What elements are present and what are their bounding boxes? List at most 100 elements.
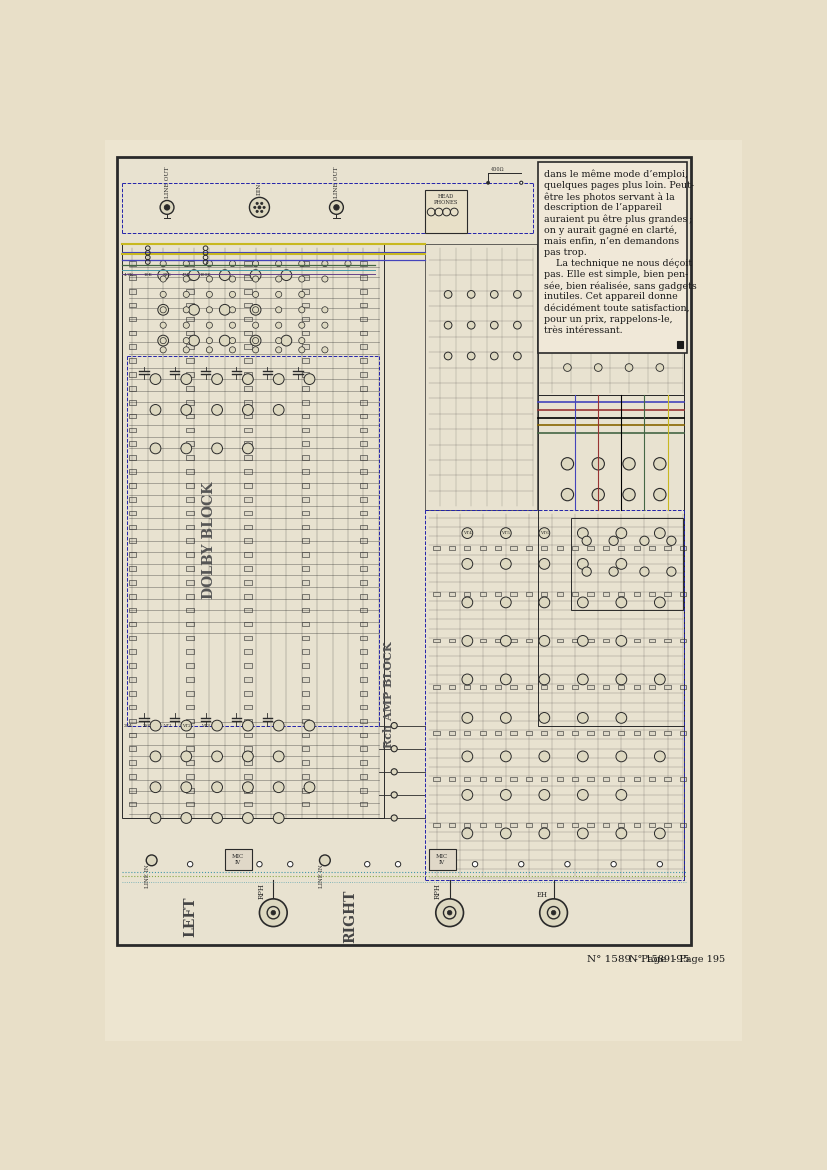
Text: La technique ne nous déçoit: La technique ne nous déçoit (543, 259, 691, 268)
Text: Rch AMP BLOCK: Rch AMP BLOCK (383, 641, 394, 748)
Circle shape (184, 307, 189, 312)
Circle shape (623, 457, 635, 470)
Bar (302, 386, 309, 391)
Bar (360, 469, 367, 474)
Bar (633, 592, 640, 597)
Bar (538, 161, 686, 353)
Circle shape (391, 792, 397, 798)
Bar (128, 303, 136, 308)
Bar (302, 538, 309, 543)
Bar (572, 731, 578, 735)
Circle shape (322, 346, 328, 353)
Circle shape (219, 336, 230, 346)
Bar (360, 400, 367, 405)
Text: VT6: VT6 (540, 531, 549, 535)
Text: 22K: 22K (163, 273, 171, 277)
Bar (649, 777, 655, 782)
Circle shape (252, 337, 259, 344)
Bar (128, 704, 136, 709)
Bar (128, 760, 136, 765)
Circle shape (616, 751, 627, 762)
Bar (186, 386, 194, 391)
Circle shape (212, 813, 222, 824)
Text: LINE OUT: LINE OUT (165, 167, 170, 198)
Circle shape (539, 558, 550, 570)
Bar (526, 824, 532, 827)
Bar (302, 427, 309, 432)
Bar (302, 372, 309, 377)
Circle shape (625, 364, 633, 371)
Bar (186, 400, 194, 405)
Circle shape (462, 597, 473, 607)
Circle shape (552, 910, 556, 915)
Circle shape (365, 861, 370, 867)
Bar (587, 592, 594, 597)
Bar (186, 704, 194, 709)
Text: RIGHT: RIGHT (343, 890, 357, 943)
Circle shape (189, 304, 199, 315)
Bar (680, 731, 686, 735)
Bar (302, 732, 309, 737)
Bar (128, 566, 136, 571)
Bar (186, 469, 194, 474)
Circle shape (467, 322, 475, 329)
Circle shape (189, 270, 199, 281)
Circle shape (539, 790, 550, 800)
Circle shape (273, 373, 284, 385)
Bar (510, 546, 517, 550)
Bar (541, 639, 547, 642)
Bar (433, 684, 440, 689)
Bar (225, 848, 251, 870)
Bar (302, 704, 309, 709)
Bar (360, 649, 367, 654)
Circle shape (500, 751, 511, 762)
Text: on y aurait gagné en clarté,: on y aurait gagné en clarté, (543, 226, 676, 235)
Bar (449, 731, 455, 735)
Bar (495, 824, 501, 827)
Bar (128, 607, 136, 612)
Bar (244, 746, 251, 751)
Circle shape (275, 276, 282, 282)
Bar (557, 639, 563, 642)
Bar (128, 691, 136, 696)
Bar (360, 427, 367, 432)
Bar (557, 731, 563, 735)
Text: 4.7K: 4.7K (123, 273, 134, 277)
Bar (186, 607, 194, 612)
Circle shape (160, 346, 166, 353)
Circle shape (563, 302, 571, 310)
Bar (186, 635, 194, 640)
Circle shape (391, 723, 397, 729)
Circle shape (212, 373, 222, 385)
Bar (244, 775, 251, 779)
Circle shape (577, 597, 588, 607)
Circle shape (206, 337, 213, 344)
Circle shape (258, 206, 261, 209)
Circle shape (595, 364, 602, 371)
Circle shape (319, 855, 330, 866)
Bar (244, 317, 251, 322)
Circle shape (654, 597, 665, 607)
Bar (619, 777, 624, 782)
Bar (449, 639, 455, 642)
Bar (186, 524, 194, 529)
Circle shape (500, 790, 511, 800)
Bar (360, 289, 367, 294)
Text: VT2: VT2 (182, 723, 191, 728)
Bar (302, 344, 309, 349)
Bar (633, 639, 640, 642)
Bar (360, 677, 367, 682)
Circle shape (250, 198, 270, 218)
Circle shape (281, 270, 292, 281)
Bar (244, 718, 251, 723)
Bar (128, 275, 136, 280)
Circle shape (514, 290, 521, 298)
Bar (128, 497, 136, 502)
Circle shape (592, 457, 605, 470)
Bar (495, 639, 501, 642)
Bar (186, 580, 194, 585)
Bar (302, 566, 309, 571)
Circle shape (229, 307, 236, 312)
Circle shape (444, 290, 452, 298)
Circle shape (577, 528, 588, 538)
